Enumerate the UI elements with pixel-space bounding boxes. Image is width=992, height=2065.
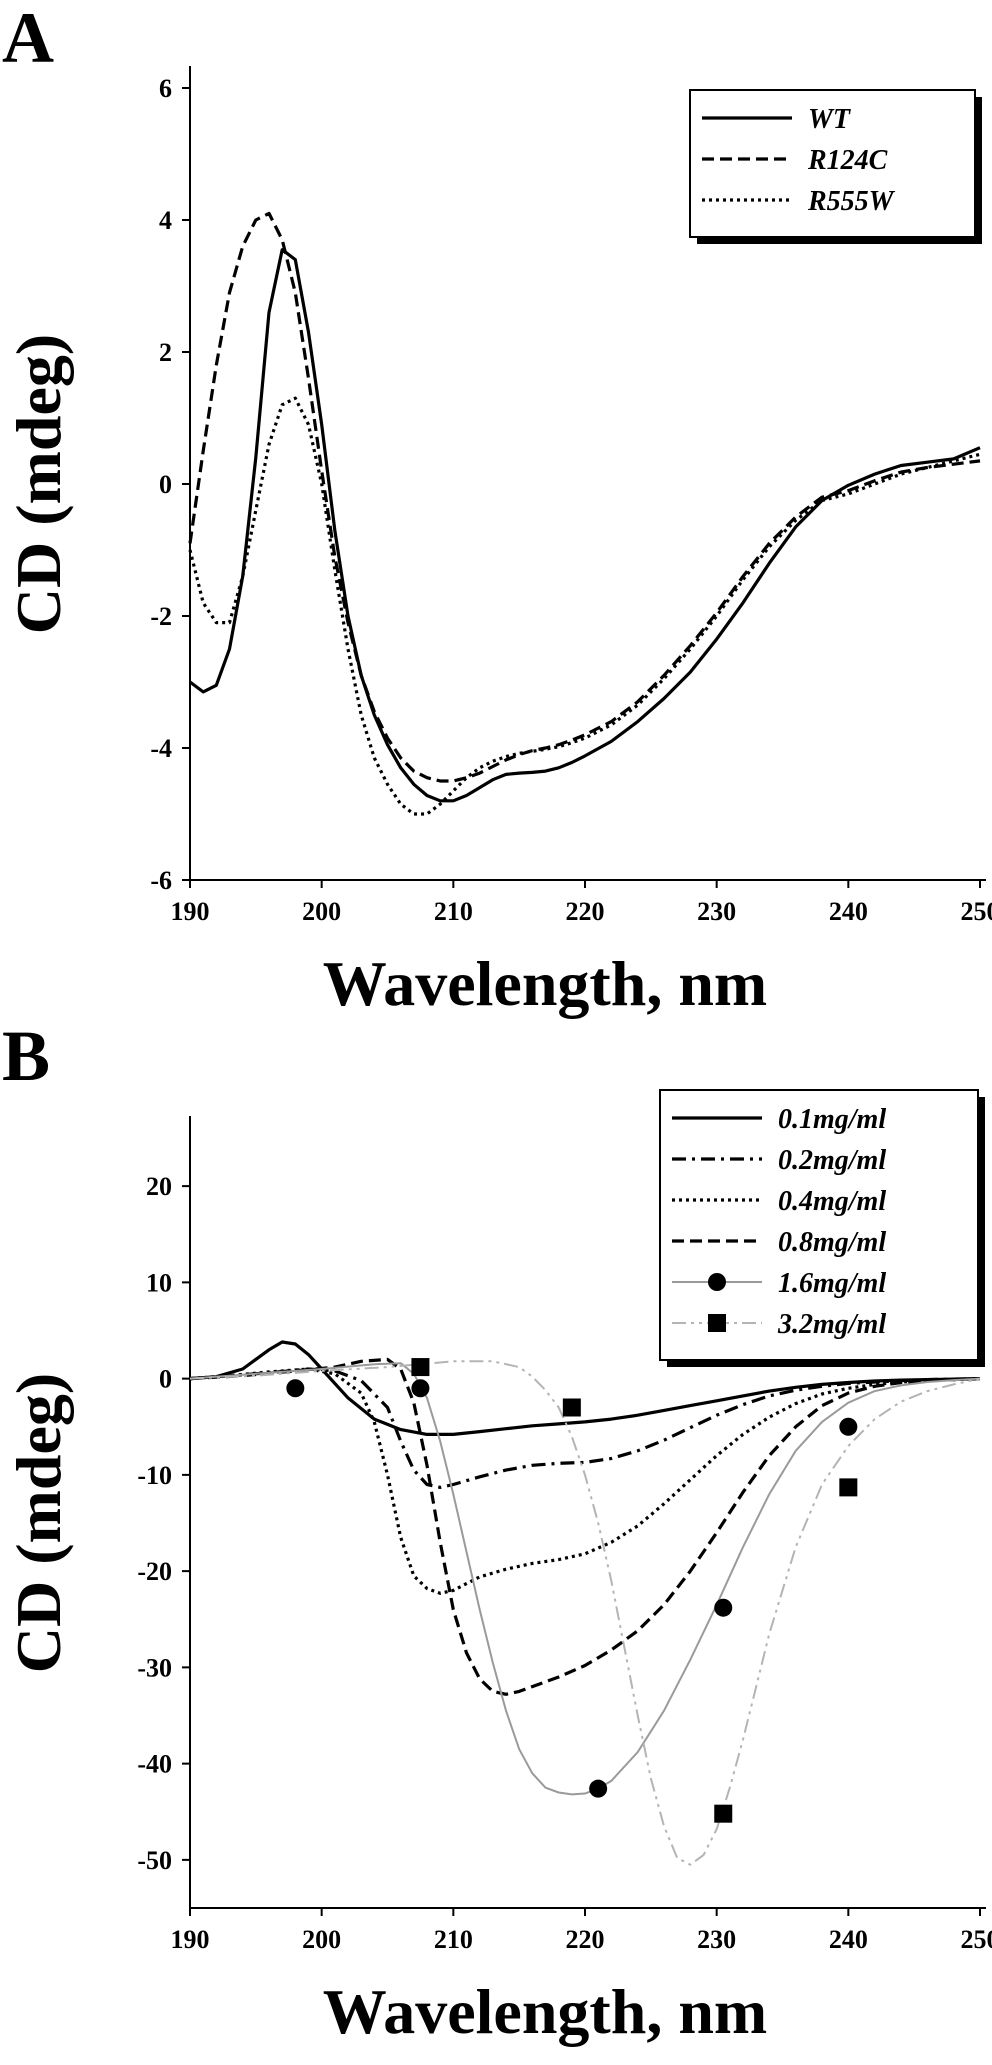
x-axis-title: Wavelength, nm [323, 1976, 767, 2047]
data-point-marker [411, 1379, 430, 1398]
x-tick-label: 230 [697, 897, 736, 926]
x-axis-title: Wavelength, nm [323, 948, 767, 1019]
data-point-marker [839, 1478, 858, 1497]
y-tick-label: 20 [146, 1172, 172, 1201]
legend-label: 0.8mg/ml [778, 1227, 886, 1258]
y-tick-label: -30 [137, 1653, 172, 1682]
series-line-b-1 [189, 1367, 981, 1489]
y-tick-label: -10 [137, 1461, 172, 1490]
y-axis-title: CD (mdeg) [3, 1373, 74, 1673]
x-tick-label: 200 [302, 897, 341, 926]
legend-label: 0.1mg/ml [778, 1104, 886, 1135]
x-tick-label: 250 [961, 1925, 992, 1954]
y-tick-label: 4 [159, 206, 172, 235]
x-tick-label: 220 [566, 897, 605, 926]
data-point-marker [839, 1417, 858, 1436]
y-tick-label: 6 [159, 74, 172, 103]
x-tick-label: 190 [171, 1925, 210, 1954]
data-point-marker [714, 1804, 733, 1823]
legend-label: 3.2mg/ml [777, 1309, 886, 1340]
x-tick-label: 210 [434, 897, 473, 926]
y-tick-label: -4 [150, 734, 172, 763]
data-point-marker [562, 1398, 581, 1417]
legend-label: R124C [807, 145, 888, 176]
legend-label: WT [808, 104, 852, 135]
y-tick-label: 0 [159, 470, 172, 499]
series-line-a-1 [188, 211, 981, 783]
data-point-marker [286, 1379, 305, 1398]
x-tick-label: 210 [434, 1925, 473, 1954]
legend-label: 1.6mg/ml [778, 1268, 886, 1299]
y-tick-label: 0 [159, 1365, 172, 1394]
legend-marker [708, 1314, 726, 1332]
legend-label: 0.2mg/ml [778, 1145, 886, 1176]
panel-a: A 190 200 210 220 230 240 250 -6 -4 -2 0 2 4 6 Waveleng… [0, 0, 992, 1020]
y-tick-label: -50 [137, 1846, 172, 1875]
y-axis-title: CD (mdeg) [3, 334, 74, 634]
legend-label: R555W [807, 186, 896, 217]
y-tick-label: 2 [159, 338, 172, 367]
data-point-marker [411, 1358, 430, 1377]
series-line-b-3 [189, 1357, 981, 1696]
series-line-b-4 [189, 1362, 981, 1796]
panel-b: B 190 200 210 220 230 240 250 -50 -40 -30 -20 -10 0 10… [0, 1020, 992, 2065]
data-point-marker [589, 1779, 608, 1798]
panel-label: B [2, 1020, 50, 1096]
chart-a: A 190 200 210 220 230 240 250 -6 -4 -2 0 2 4 6 Waveleng… [2, 0, 992, 1019]
y-tick-label: -2 [150, 602, 172, 631]
x-tick-label: 250 [961, 897, 992, 926]
series-line-a-2 [188, 396, 981, 816]
x-tick-label: 240 [829, 897, 868, 926]
y-tick-label: -6 [150, 866, 172, 895]
x-tick-label: 220 [566, 1925, 605, 1954]
x-tick-label: 200 [302, 1925, 341, 1954]
x-tick-label: 230 [697, 1925, 736, 1954]
y-tick-label: -40 [137, 1750, 172, 1779]
panel-label: A [2, 0, 54, 78]
legend-box [689, 89, 976, 238]
series-line-a-0 [189, 248, 981, 803]
data-point-marker [714, 1598, 733, 1617]
y-tick-label: 10 [146, 1268, 172, 1297]
series-line-b-5 [189, 1360, 981, 1866]
x-tick-label: 190 [171, 897, 210, 926]
series-line-b-2 [189, 1367, 981, 1595]
chart-b: B 190 200 210 220 230 240 250 -50 -40 -30 -20 -10 0 10… [2, 1020, 992, 2047]
legend-marker [708, 1273, 726, 1291]
legend-label: 0.4mg/ml [778, 1186, 886, 1217]
y-tick-label: -20 [137, 1557, 172, 1586]
x-tick-label: 240 [829, 1925, 868, 1954]
